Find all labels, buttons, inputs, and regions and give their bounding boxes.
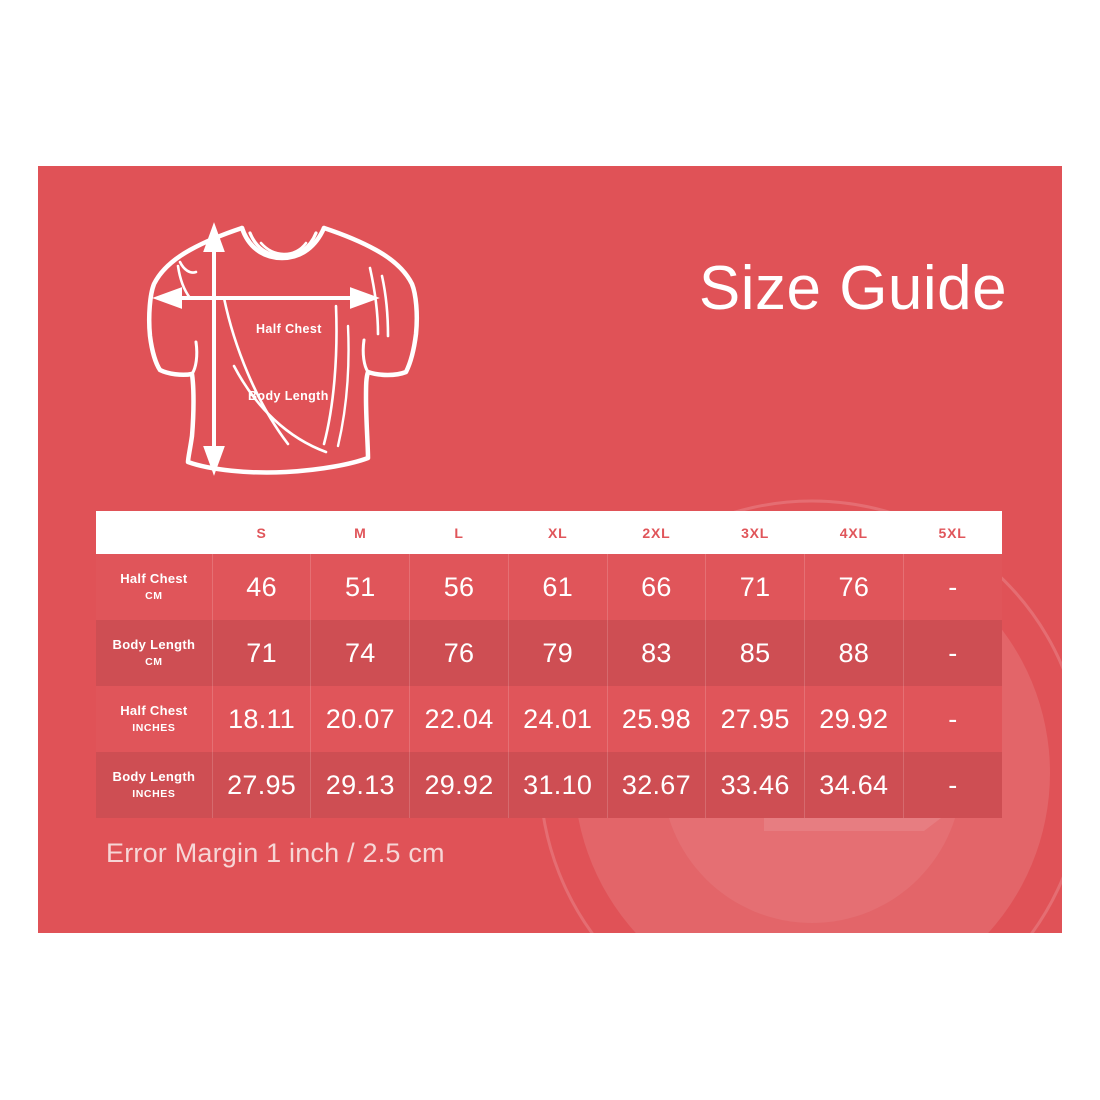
header-cell-s: S [212,511,311,554]
cell-value: 22.04 [409,686,509,752]
cell-value: - [903,620,1002,686]
page-title: Size Guide [698,254,1008,323]
size-table-body: Half Chest CM 46 51 56 61 66 71 76 - Bod… [96,554,1002,818]
row-label-half-chest-cm: Half Chest CM [96,554,213,620]
tshirt-icon: Half Chest Body Length [138,206,428,501]
header-cell-m: M [310,511,410,554]
cell-value: 32.67 [607,752,707,818]
cell-value: 76 [409,620,509,686]
header-cell-2xl: 2XL [607,511,706,554]
cell-value: 34.64 [804,752,904,818]
cell-value: 83 [607,620,707,686]
header-cell-4xl: 4XL [804,511,904,554]
header-cell-measure [96,511,213,554]
row-label-body-length-inches: Body Length INCHES [96,752,213,818]
row-measure-name: Half Chest [120,703,188,719]
cell-value: 85 [705,620,805,686]
cell-value: 25.98 [607,686,707,752]
table-row: Half Chest CM 46 51 56 61 66 71 76 - [96,554,1002,620]
header-cell-5xl: 5XL [903,511,1002,554]
cell-value: 24.01 [508,686,608,752]
cell-value: - [903,686,1002,752]
size-guide-card: Half Chest Body Length Size Guide S M L … [38,166,1062,933]
cell-value: 66 [607,554,707,620]
cell-value: 88 [804,620,904,686]
header-cell-xl: XL [508,511,608,554]
cell-value: - [903,752,1002,818]
size-table-header: S M L XL 2XL 3XL 4XL 5XL [96,511,1002,554]
cell-value: 46 [212,554,312,620]
error-margin-note: Error Margin 1 inch / 2.5 cm [106,838,445,868]
size-table-header-row: S M L XL 2XL 3XL 4XL 5XL [96,511,1002,554]
table-row: Half Chest INCHES 18.11 20.07 22.04 24.0… [96,686,1002,752]
header-cell-3xl: 3XL [705,511,805,554]
cell-value: 27.95 [705,686,805,752]
row-unit: INCHES [132,721,176,734]
cell-value: 76 [804,554,904,620]
cell-value: 61 [508,554,608,620]
cell-value: 56 [409,554,509,620]
cell-value: 18.11 [212,686,312,752]
cell-value: 51 [310,554,411,620]
row-measure-name: Body Length [112,769,196,785]
table-row: Body Length INCHES 27.95 29.13 29.92 31.… [96,752,1002,818]
row-unit: INCHES [132,787,176,800]
row-label-half-chest-inches: Half Chest INCHES [96,686,213,752]
header-cell-l: L [409,511,509,554]
cell-value: 29.13 [310,752,411,818]
cell-value: 29.92 [804,686,904,752]
cell-value: 27.95 [212,752,312,818]
cell-value: - [903,554,1002,620]
row-unit: CM [145,589,163,602]
cell-value: 71 [212,620,312,686]
table-row: Body Length CM 71 74 76 79 83 85 88 - [96,620,1002,686]
row-unit: CM [145,655,163,668]
cell-value: 20.07 [310,686,411,752]
cell-value: 71 [705,554,805,620]
cell-value: 31.10 [508,752,608,818]
body-length-diagram-label: Body Length [248,389,329,403]
cell-value: 29.92 [409,752,509,818]
row-measure-name: Half Chest [120,571,188,587]
size-table: S M L XL 2XL 3XL 4XL 5XL Half Chest CM 4… [96,511,1002,818]
row-label-body-length-cm: Body Length CM [96,620,213,686]
cell-value: 33.46 [705,752,805,818]
half-chest-diagram-label: Half Chest [256,322,322,336]
cell-value: 79 [508,620,608,686]
cell-value: 74 [310,620,411,686]
row-measure-name: Body Length [112,637,196,653]
